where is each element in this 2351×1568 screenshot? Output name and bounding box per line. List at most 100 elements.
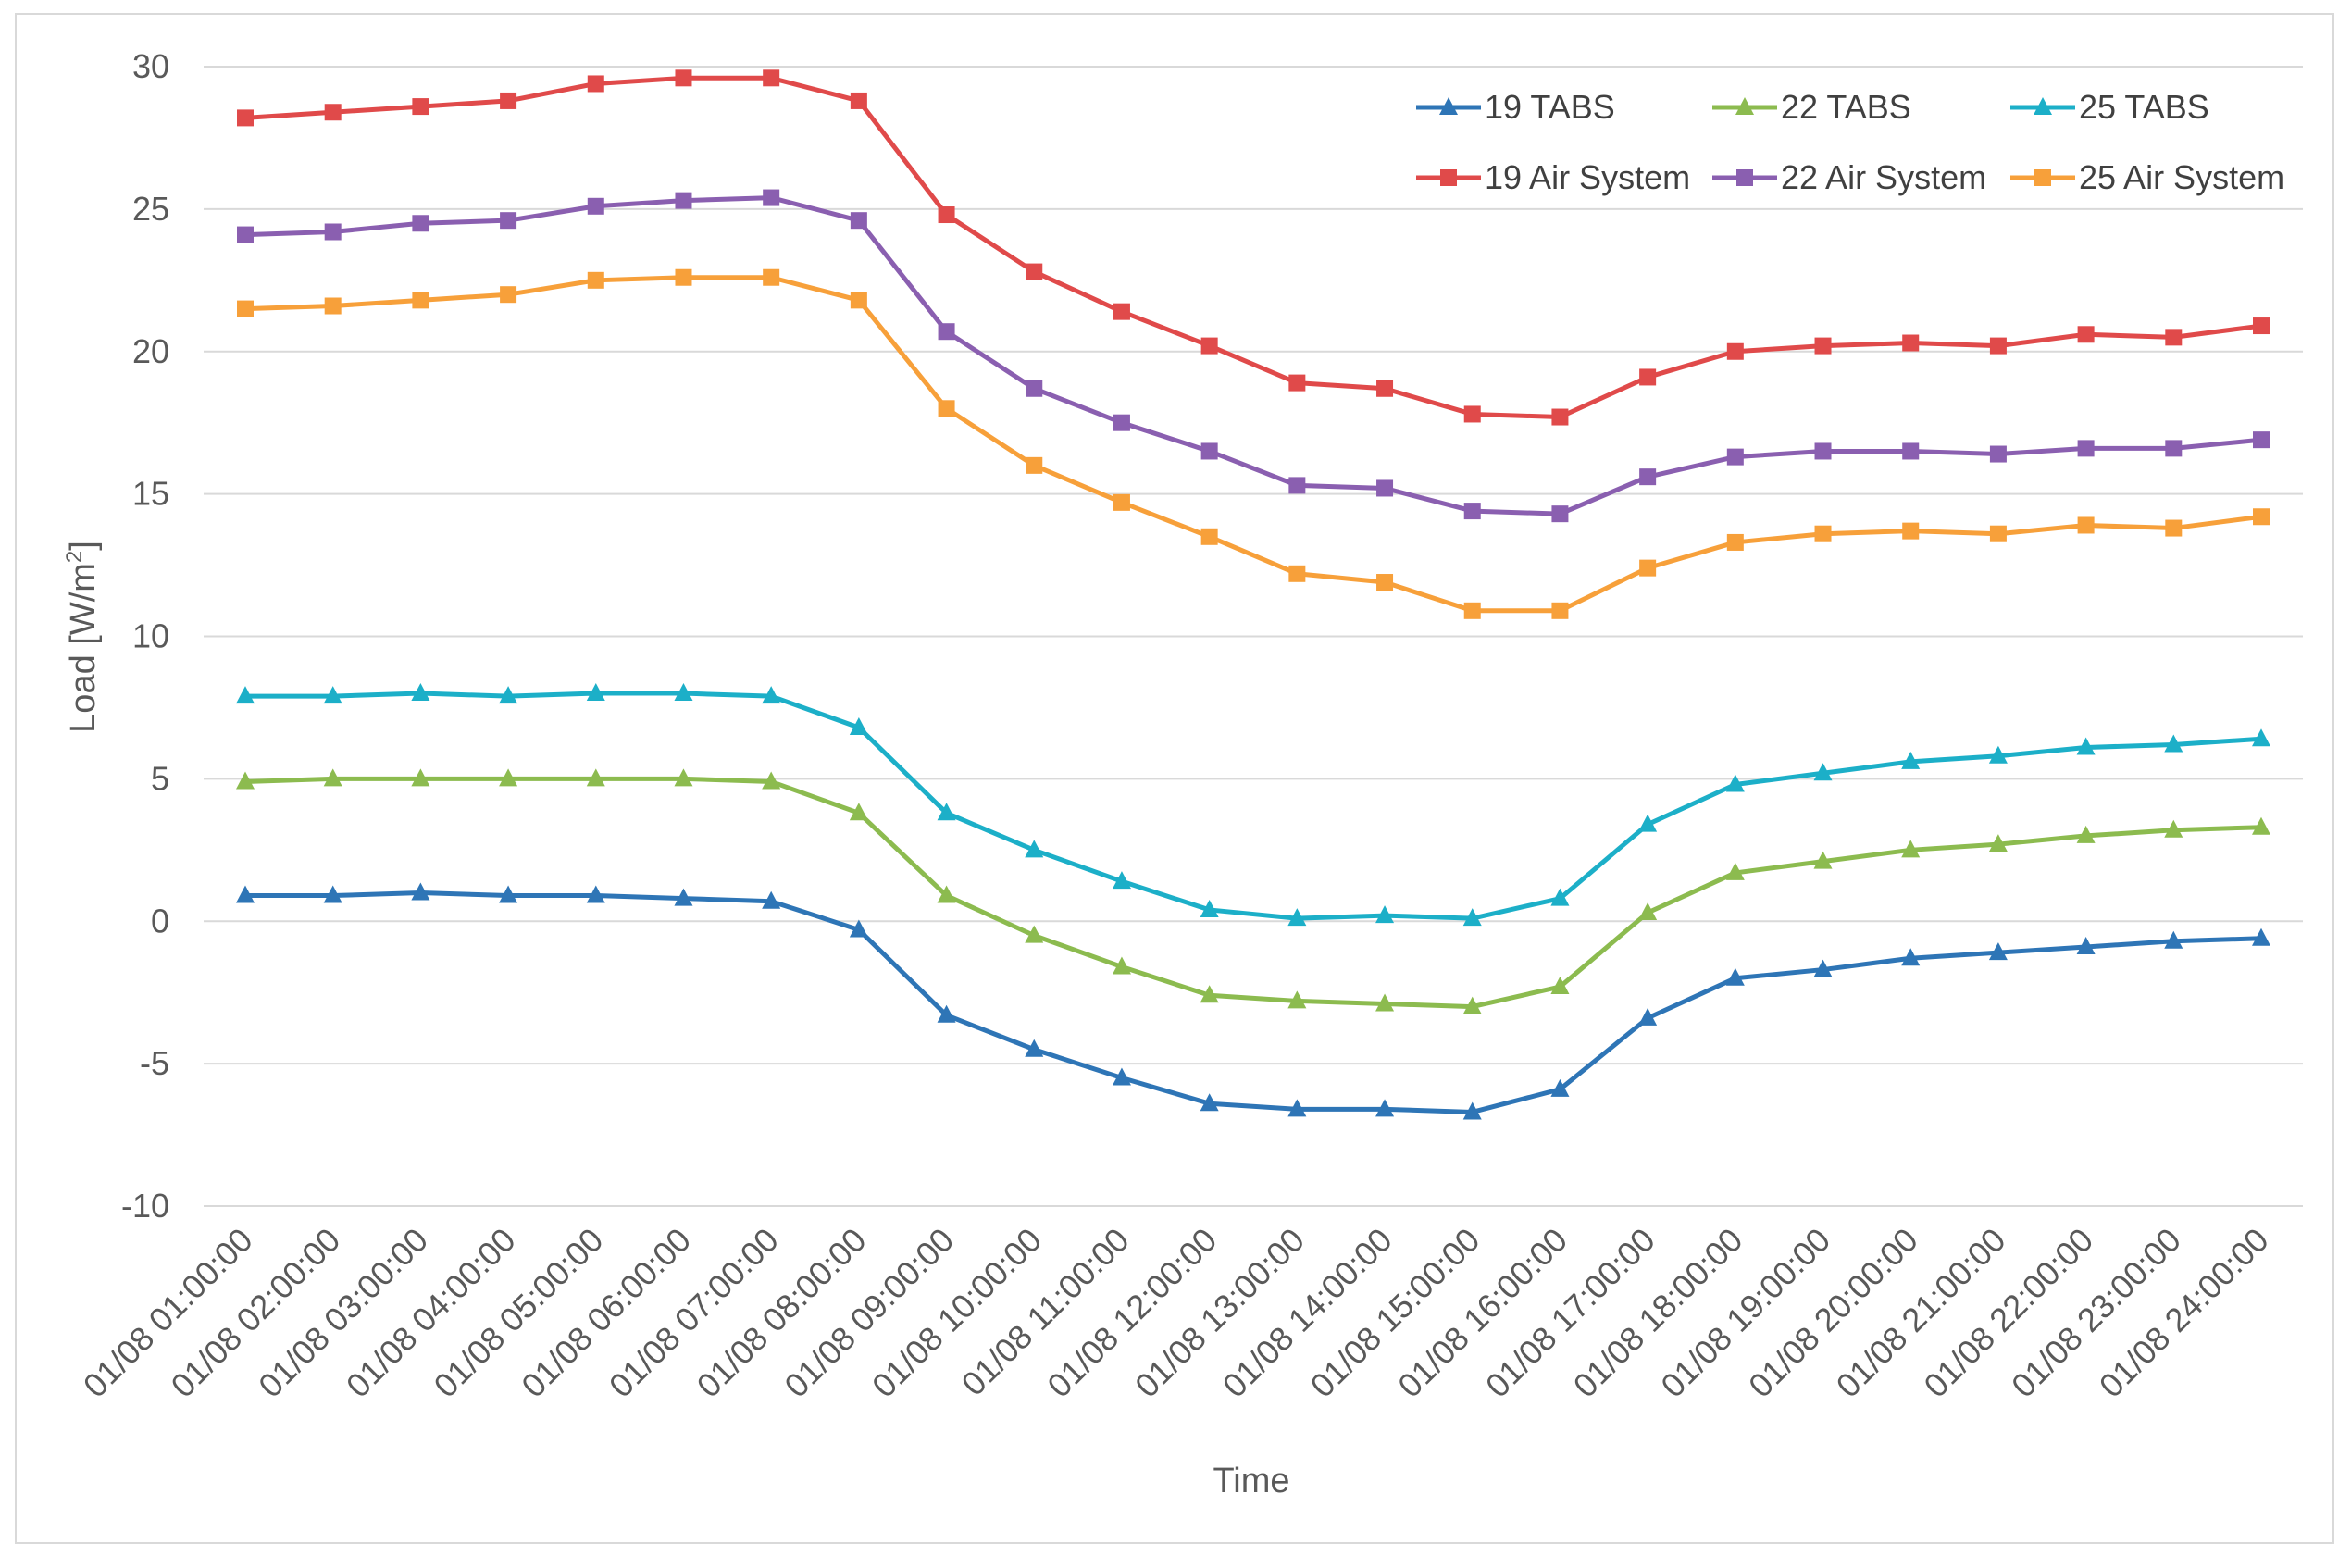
legend-marker-22-tabs (1735, 97, 1754, 115)
data-point-22-air-system (1639, 468, 1657, 486)
data-point-19-tabs (1725, 967, 1745, 986)
data-point-19-air-system (1288, 374, 1306, 392)
data-point-25-tabs (1638, 814, 1658, 832)
gridlines (204, 66, 2303, 1207)
data-point-22-tabs (1200, 985, 1219, 1003)
data-point-19-tabs (1462, 1101, 1482, 1120)
data-point-19-tabs (323, 885, 342, 903)
series-line-22-air-system (244, 195, 2262, 516)
data-point-25-tabs (2076, 737, 2096, 755)
data-point-22-air-system (2077, 440, 2095, 457)
data-point-25-air-system (500, 286, 517, 304)
legend-label-19-tabs: 19 TABS (1485, 88, 1615, 126)
data-point-25-tabs (2164, 734, 2183, 753)
data-point-19-air-system (500, 92, 517, 109)
y-tick-label: 30 (132, 47, 169, 85)
data-point-22-tabs (499, 768, 518, 787)
data-point-22-tabs (1462, 996, 1482, 1014)
data-point-22-air-system (324, 223, 342, 241)
data-point-22-air-system (1989, 445, 2007, 463)
data-point-22-tabs (1025, 925, 1044, 943)
data-point-22-tabs (849, 803, 868, 821)
data-point-25-air-system (324, 297, 342, 315)
data-point-19-tabs (1112, 1067, 1131, 1086)
data-point-25-air-system (850, 292, 867, 309)
data-point-25-tabs (937, 803, 956, 821)
data-point-22-tabs (1375, 993, 1395, 1012)
data-point-25-tabs (1375, 905, 1395, 924)
data-point-19-air-system (1814, 337, 1832, 355)
data-point-19-air-system (237, 109, 254, 127)
y-tick-label: -5 (140, 1044, 169, 1082)
data-point-22-air-system (1200, 442, 1218, 460)
data-point-22-tabs (762, 771, 781, 790)
data-point-22-air-system (763, 189, 780, 206)
data-point-22-tabs (674, 768, 693, 787)
data-point-22-tabs (411, 768, 430, 787)
legend-item-25-tabs: 25 TABS (2010, 88, 2209, 126)
legend-item-22-air-system: 22 Air System (1712, 158, 1986, 196)
data-point-22-tabs (1287, 990, 1307, 1009)
data-point-22-air-system (500, 212, 517, 230)
data-point-19-air-system (1902, 334, 1920, 352)
data-point-19-tabs (762, 890, 781, 909)
data-point-25-air-system (1814, 525, 1832, 542)
data-point-19-air-system (324, 104, 342, 121)
data-point-19-air-system (1376, 380, 1394, 397)
data-point-22-tabs (323, 768, 342, 787)
data-point-25-air-system (1463, 602, 1481, 619)
data-point-19-tabs (1375, 1099, 1395, 1117)
data-point-25-tabs (1200, 899, 1219, 917)
data-point-19-tabs (411, 882, 430, 901)
data-point-25-air-system (1639, 559, 1657, 577)
data-point-22-air-system (2165, 440, 2183, 457)
series-line-19-tabs (245, 890, 2262, 1114)
y-axis-title-superscript: 2 (62, 551, 87, 563)
y-axis-title-main: Load [W/m (64, 563, 103, 733)
data-point-22-tabs (1550, 977, 1570, 995)
data-point-19-air-system (938, 206, 955, 224)
data-point-22-air-system (1726, 448, 1744, 466)
data-point-25-tabs (411, 683, 430, 702)
data-point-19-tabs (1287, 1099, 1307, 1117)
series-19-air-system (237, 69, 2270, 426)
data-point-19-tabs (1638, 1007, 1658, 1026)
data-point-22-tabs (1638, 902, 1658, 921)
data-point-22-air-system (1463, 503, 1481, 520)
data-point-19-air-system (1113, 303, 1130, 320)
data-point-25-tabs (1287, 908, 1307, 927)
data-point-19-tabs (586, 885, 605, 903)
series-19-tabs (236, 882, 2270, 1120)
series-22-tabs (236, 768, 2270, 1014)
data-point-22-tabs (2252, 816, 2270, 835)
data-point-25-tabs (1988, 745, 2008, 764)
data-point-25-tabs (2252, 728, 2270, 747)
y-tick-label: 15 (132, 475, 169, 513)
legend-marker-19-tabs (1439, 97, 1458, 115)
legend-label-25-tabs: 25 TABS (2079, 88, 2209, 126)
data-point-19-air-system (2165, 329, 2183, 346)
y-axis-title: Load [W/m2] (62, 541, 103, 733)
data-point-25-tabs (762, 686, 781, 704)
data-point-25-air-system (1902, 522, 1920, 540)
data-point-19-tabs (1025, 1039, 1044, 1057)
y-tick-label: 25 (132, 190, 169, 228)
y-axis-ticks: -10 -5 0 5 10 15 20 25 30 (121, 47, 169, 1225)
data-point-19-air-system (1026, 263, 1043, 280)
data-point-19-air-system (412, 98, 429, 116)
data-point-22-air-system (850, 212, 867, 230)
data-point-22-air-system (412, 215, 429, 232)
data-point-19-air-system (1200, 337, 1218, 355)
data-point-25-tabs (1901, 751, 1921, 769)
data-point-19-air-system (587, 75, 604, 93)
data-point-25-air-system (1989, 525, 2007, 542)
legend-item-22-tabs: 22 TABS (1712, 88, 1911, 126)
series-line-22-tabs (244, 776, 2262, 1010)
y-tick-label: 10 (132, 617, 169, 655)
data-point-19-air-system (1726, 342, 1744, 360)
data-point-25-air-system (1376, 574, 1394, 591)
data-point-19-air-system (675, 69, 692, 87)
data-point-25-tabs (1462, 908, 1482, 927)
data-point-19-air-system (1463, 405, 1481, 423)
data-point-25-tabs (323, 686, 342, 704)
